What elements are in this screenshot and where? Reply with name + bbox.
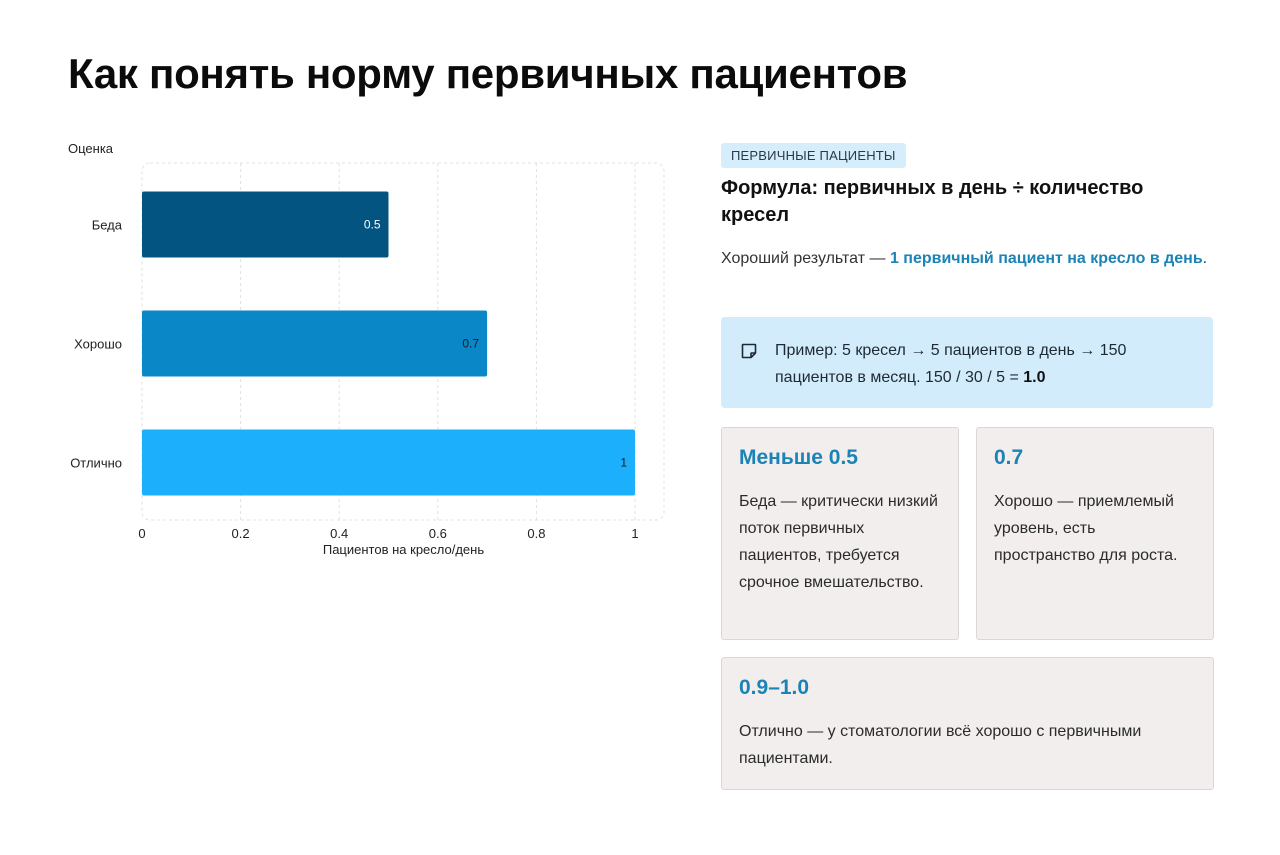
y-category-label: Отлично xyxy=(70,456,122,471)
x-tick-label: 1 xyxy=(631,526,638,541)
category-tag: ПЕРВИЧНЫЕ ПАЦИЕНТЫ xyxy=(721,143,906,168)
x-tick-label: 0 xyxy=(138,526,145,541)
example-text: Пример: 5 кресел → 5 пациентов в день → … xyxy=(775,342,1127,386)
result-accent: 1 первичный пациент на кресло в день xyxy=(889,250,1203,267)
x-tick-label: 0.6 xyxy=(429,526,447,541)
data-label: 1 xyxy=(620,456,627,470)
x-axis-title: Пациентов на кресло/день xyxy=(323,542,484,557)
card-title: Меньше 0.5 xyxy=(739,446,858,469)
result-prefix: Хороший результат — xyxy=(721,250,890,267)
bar xyxy=(142,191,389,258)
bar-chart: 0 0.2 0.4 0.6 0.8 1 0.5 Беда 0.7 Хорошо 1 Отлично Оц… xyxy=(60,132,680,572)
card-title: 0.9–1.0 xyxy=(739,676,810,699)
card-bad: Меньше 0.5 Беда — критически низкий пото… xyxy=(721,427,959,640)
good-result-text: Хороший результат — 1 первичный пациент … xyxy=(721,245,1211,272)
bar xyxy=(142,310,488,377)
y-category-label: Хорошо xyxy=(74,337,122,352)
x-tick-label: 0.8 xyxy=(527,526,545,541)
card-title: 0.7 xyxy=(994,446,1024,469)
data-label: 0.5 xyxy=(364,218,381,232)
card-text: Отлично — у стоматологии всё хорошо с пе… xyxy=(739,723,1142,767)
page-title: Как понять норму первичных пациентов xyxy=(68,50,908,97)
data-label: 0.7 xyxy=(462,337,479,351)
formula-heading: Формула: первичных в день ÷ количество к… xyxy=(721,177,1144,226)
example-callout: Пример: 5 кресел → 5 пациентов в день → … xyxy=(721,317,1213,408)
card-good: 0.7 Хорошо — приемлемый уровень, есть пр… xyxy=(976,427,1214,640)
note-icon xyxy=(741,343,757,359)
x-tick-label: 0.2 xyxy=(232,526,250,541)
example-result: 1.0 xyxy=(1023,369,1046,386)
bar xyxy=(142,429,635,496)
y-category-label: Беда xyxy=(92,218,123,233)
chart-svg: 0 0.2 0.4 0.6 0.8 1 0.5 Беда 0.7 Хорошо 1 Отлично Оц… xyxy=(68,141,665,557)
result-suffix: . xyxy=(1202,250,1208,267)
card-excellent: 0.9–1.0 Отлично — у стоматологии всё хор… xyxy=(721,657,1214,790)
card-text: Беда — критически низкий поток первичных… xyxy=(739,493,938,591)
y-axis-title: Оценка xyxy=(68,141,114,156)
card-text: Хорошо — приемлемый уровень, есть простр… xyxy=(994,493,1178,564)
x-tick-label: 0.4 xyxy=(330,526,348,541)
